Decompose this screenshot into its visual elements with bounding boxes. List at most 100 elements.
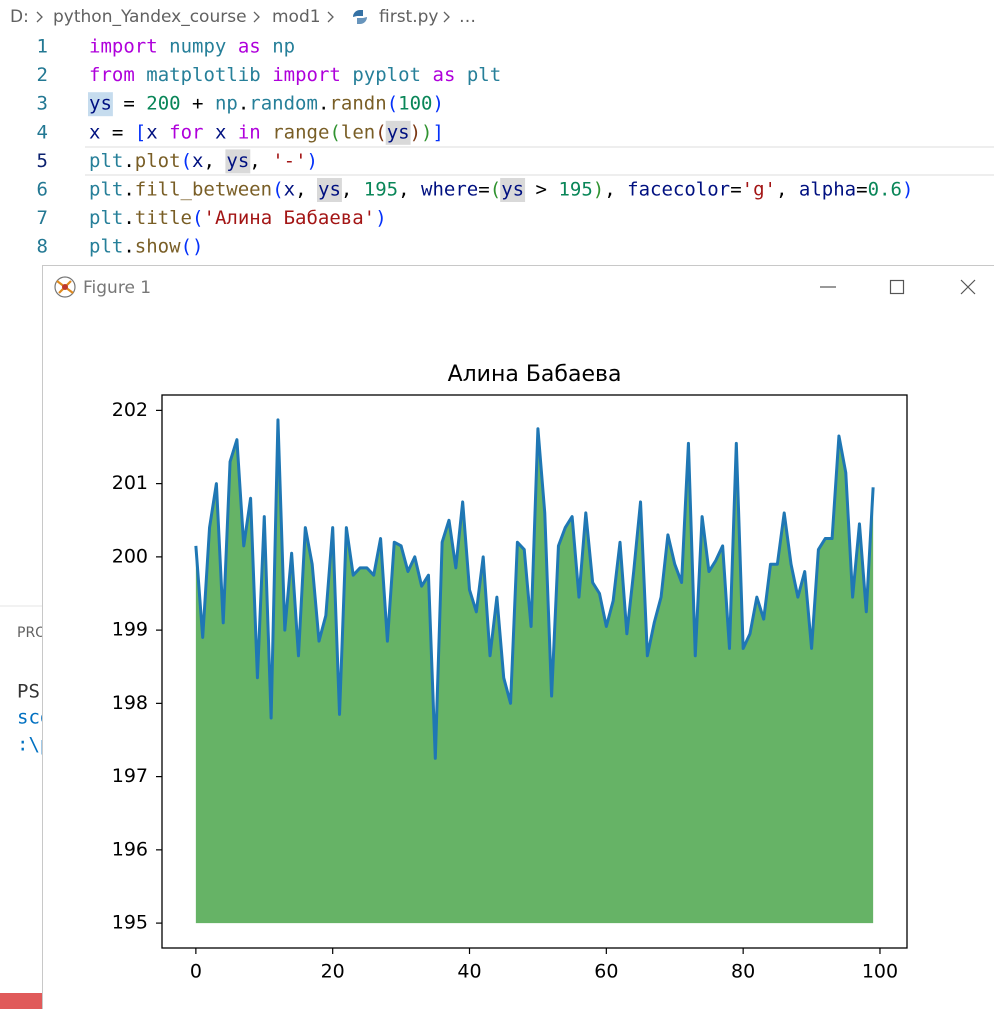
code-token: ( bbox=[375, 121, 386, 143]
y-tick-label: 201 bbox=[112, 472, 148, 494]
code-token: title bbox=[135, 207, 192, 229]
code-token: 195 bbox=[364, 179, 398, 201]
code-token: np bbox=[272, 36, 295, 58]
line-number: 1 bbox=[37, 36, 48, 58]
title-bar bbox=[43, 266, 994, 309]
code-token: ) bbox=[421, 121, 432, 143]
app-icon bbox=[54, 276, 76, 298]
code-token: , bbox=[604, 179, 627, 201]
python-icon bbox=[353, 10, 367, 24]
code-token: . bbox=[123, 236, 134, 258]
code-token bbox=[204, 121, 215, 143]
code-token bbox=[135, 64, 146, 86]
code-token: . bbox=[123, 207, 134, 229]
code-token: . bbox=[123, 179, 134, 201]
breadcrumb-item: D: bbox=[10, 7, 29, 27]
code-token: = bbox=[478, 179, 489, 201]
code-token: . bbox=[238, 93, 249, 115]
code-token: = bbox=[730, 179, 741, 201]
code-token: ) bbox=[593, 179, 604, 201]
code-token: x bbox=[89, 121, 100, 143]
word-highlight bbox=[385, 120, 411, 145]
code-token: ( bbox=[329, 121, 340, 143]
fill-area bbox=[195, 419, 874, 924]
code-token: . bbox=[123, 150, 134, 172]
code-token: ( bbox=[272, 179, 283, 201]
word-highlight bbox=[88, 92, 113, 117]
code-token bbox=[261, 36, 272, 58]
line-number: 2 bbox=[37, 64, 48, 86]
code-token: plt bbox=[467, 64, 501, 86]
code-token: numpy bbox=[169, 36, 226, 58]
word-highlight bbox=[317, 178, 342, 202]
code-token: plt bbox=[89, 236, 123, 258]
code-token: , bbox=[398, 179, 421, 201]
code-token: + bbox=[181, 93, 215, 115]
code-token: ) bbox=[307, 150, 318, 172]
code-token: x bbox=[215, 121, 226, 143]
code-token: ) bbox=[375, 207, 386, 229]
code-token: 'g' bbox=[742, 179, 776, 201]
code-token: import bbox=[272, 64, 341, 86]
code-token: 200 bbox=[146, 93, 180, 115]
code-token: randn bbox=[329, 93, 386, 115]
code-token: > bbox=[524, 179, 558, 201]
breadcrumb-item: mod1 bbox=[272, 7, 321, 27]
line-number: 7 bbox=[37, 207, 48, 229]
code-token: show bbox=[135, 236, 181, 258]
code-token: plt bbox=[89, 150, 123, 172]
line-number: 3 bbox=[37, 93, 48, 115]
y-tick-label: 197 bbox=[112, 765, 148, 787]
code-token bbox=[226, 36, 237, 58]
breadcrumb-separator bbox=[327, 11, 334, 23]
maximize-button[interactable] bbox=[889, 279, 905, 295]
code-token bbox=[261, 121, 272, 143]
code-token bbox=[421, 64, 432, 86]
code-token: x bbox=[146, 121, 157, 143]
code-token bbox=[341, 64, 352, 86]
axes-frame bbox=[161, 394, 908, 949]
breadcrumb-separator bbox=[36, 11, 43, 23]
code-token: , bbox=[249, 150, 272, 172]
line-number: 6 bbox=[37, 179, 48, 201]
code-token: 0.6 bbox=[868, 179, 902, 201]
x-tick-label: 40 bbox=[457, 961, 481, 983]
code-token: ) bbox=[433, 93, 444, 115]
code-token bbox=[158, 36, 169, 58]
code-token: ( bbox=[192, 207, 203, 229]
code-token: '-' bbox=[272, 150, 306, 172]
code-token: fill_between bbox=[135, 179, 272, 201]
y-tick-label: 196 bbox=[112, 838, 148, 860]
code-token: random bbox=[249, 93, 318, 115]
code-token: as bbox=[433, 64, 456, 86]
window-title: Figure 1 bbox=[83, 278, 151, 298]
code-token bbox=[455, 64, 466, 86]
x-tick-label: 60 bbox=[594, 961, 618, 983]
code-token: ) bbox=[192, 236, 203, 258]
breadcrumb-item: … bbox=[459, 7, 476, 27]
code-token: import bbox=[89, 36, 158, 58]
code-token: plot bbox=[135, 150, 181, 172]
code-token: ys bbox=[501, 179, 524, 201]
line-number: 8 bbox=[37, 236, 48, 258]
y-tick-label: 200 bbox=[112, 545, 148, 567]
code-token bbox=[261, 64, 272, 86]
y-tick-label: 202 bbox=[112, 399, 148, 421]
code-token: , bbox=[204, 150, 227, 172]
close-button[interactable] bbox=[960, 279, 976, 295]
code-token: for bbox=[169, 121, 203, 143]
status-indicator bbox=[0, 993, 43, 1009]
code-token: where bbox=[421, 179, 478, 201]
chart-title: Алина Бабаева bbox=[448, 362, 622, 387]
code-token: len bbox=[341, 121, 375, 143]
code-token: ) bbox=[902, 179, 913, 201]
code-token: ( bbox=[181, 150, 192, 172]
breadcrumb-separator bbox=[253, 11, 260, 23]
code-token: = bbox=[112, 93, 146, 115]
x-tick-label: 20 bbox=[321, 961, 345, 983]
line bbox=[194, 418, 875, 760]
code-token: ] bbox=[433, 121, 444, 143]
code-token: 'Алина Бабаева' bbox=[204, 207, 376, 229]
